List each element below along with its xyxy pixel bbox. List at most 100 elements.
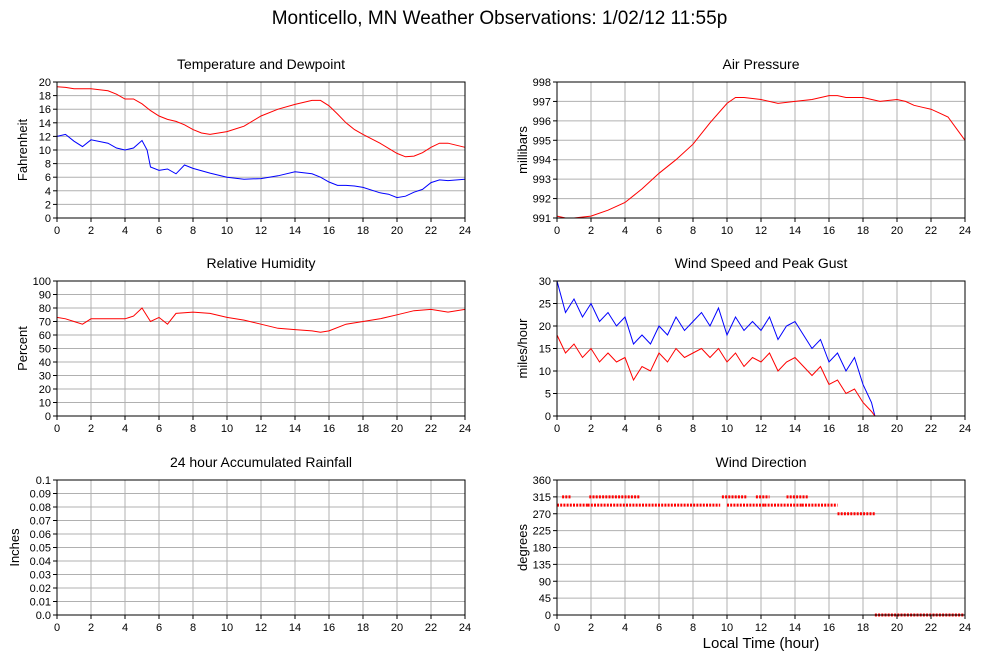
rain-x-tick-label: 10 <box>221 622 233 634</box>
temp-x-tick-label: 0 <box>54 225 60 237</box>
wind-y-tick-label: 5 <box>545 389 551 401</box>
humidity-y-tick-label: 10 <box>39 398 51 410</box>
temp-x-tick-label: 6 <box>156 225 162 237</box>
direction-x-tick-label: 2 <box>588 622 594 634</box>
wind-x-tick-label: 12 <box>755 423 767 435</box>
humidity-x-tick-label: 4 <box>122 423 128 435</box>
direction-y-tick-label: 360 <box>533 475 551 487</box>
humidity-x-tick-label: 0 <box>54 423 60 435</box>
rain-y-tick-label: 0.1 <box>36 475 51 487</box>
temp-y-tick-label: 16 <box>39 104 51 116</box>
pressure-y-tick-label: 992 <box>533 194 551 206</box>
humidity-x-tick-label: 24 <box>459 423 471 435</box>
humidity-x-tick-label: 14 <box>289 423 301 435</box>
pressure-x-tick-label: 12 <box>755 225 767 237</box>
pressure-x-tick-label: 6 <box>656 225 662 237</box>
rain-y-tick-label: 0.05 <box>30 543 51 555</box>
rain-y-axis-label: Inches <box>7 528 22 567</box>
humidity-y-tick-label: 60 <box>39 330 51 342</box>
direction-y-axis-label: degrees <box>515 524 530 571</box>
pressure-y-tick-label: 996 <box>533 116 551 128</box>
direction-y-tick-label: 45 <box>539 593 551 605</box>
pressure-y-axis-label: millibars <box>515 126 530 174</box>
direction-y-tick-label: 0 <box>545 610 551 622</box>
humidity-y-tick-label: 90 <box>39 290 51 302</box>
direction-y-tick-label: 270 <box>533 509 551 521</box>
temp-y-tick-label: 6 <box>45 172 51 184</box>
direction-x-tick-label: 22 <box>925 622 937 634</box>
wind-x-tick-label: 4 <box>622 423 628 435</box>
humidity-y-tick-label: 50 <box>39 344 51 356</box>
rain-y-tick-label: 0.0 <box>36 610 51 622</box>
wind-x-tick-label: 18 <box>857 423 869 435</box>
wind-x-tick-label: 22 <box>925 423 937 435</box>
wind-x-tick-label: 6 <box>656 423 662 435</box>
direction-title: Wind Direction <box>715 454 806 470</box>
direction-y-tick-label: 180 <box>533 543 551 555</box>
humidity-x-tick-label: 22 <box>425 423 437 435</box>
temp-series-line-1 <box>56 133 466 199</box>
temp-x-tick-label: 8 <box>190 225 196 237</box>
rain-x-tick-label: 4 <box>122 622 128 634</box>
temp-x-tick-label: 10 <box>221 225 233 237</box>
rain-y-tick-label: 0.03 <box>30 570 51 582</box>
wind-x-tick-label: 14 <box>789 423 801 435</box>
temp-x-tick-label: 22 <box>425 225 437 237</box>
wind-x-tick-label: 0 <box>554 423 560 435</box>
pressure-x-tick-label: 24 <box>959 225 971 237</box>
rain-x-tick-label: 12 <box>255 622 267 634</box>
direction-x-tick-label: 20 <box>891 622 903 634</box>
humidity-y-tick-label: 40 <box>39 357 51 369</box>
humidity-x-tick-label: 16 <box>323 423 335 435</box>
pressure-y-tick-label: 994 <box>533 155 551 167</box>
global-x-axis-label: Local Time (hour) <box>702 635 820 652</box>
wind-x-tick-label: 16 <box>823 423 835 435</box>
temp-y-tick-label: 8 <box>45 159 51 171</box>
rain-x-tick-label: 16 <box>323 622 335 634</box>
direction-y-tick-label: 315 <box>533 492 551 504</box>
temp-x-tick-label: 14 <box>289 225 301 237</box>
temp-y-tick-label: 14 <box>39 118 51 130</box>
wind-series-line-1 <box>556 334 965 417</box>
humidity-x-tick-label: 18 <box>357 423 369 435</box>
humidity-y-tick-label: 70 <box>39 317 51 329</box>
temp-x-tick-label: 16 <box>323 225 335 237</box>
humidity-title: Relative Humidity <box>207 255 316 271</box>
humidity-x-tick-label: 2 <box>88 423 94 435</box>
humidity-y-tick-label: 20 <box>39 384 51 396</box>
pressure-y-tick-label: 993 <box>533 174 551 186</box>
wind-y-tick-label: 15 <box>539 344 551 356</box>
humidity-y-axis-label: Percent <box>15 326 30 371</box>
rain-x-tick-label: 6 <box>156 622 162 634</box>
pressure-series-line-0 <box>556 95 966 219</box>
temp-y-tick-label: 4 <box>45 186 51 198</box>
temp-x-tick-label: 4 <box>122 225 128 237</box>
temp-y-tick-label: 18 <box>39 91 51 103</box>
wind-x-tick-label: 2 <box>588 423 594 435</box>
rain-x-tick-label: 22 <box>425 622 437 634</box>
pressure-title: Air Pressure <box>722 56 799 72</box>
direction-x-tick-label: 12 <box>755 622 767 634</box>
humidity-y-tick-label: 100 <box>33 276 51 288</box>
temp-x-tick-label: 12 <box>255 225 267 237</box>
direction-x-tick-label: 18 <box>857 622 869 634</box>
rain-y-tick-label: 0.09 <box>30 489 51 501</box>
direction-x-tick-label: 6 <box>656 622 662 634</box>
direction-x-tick-label: 16 <box>823 622 835 634</box>
direction-x-tick-label: 24 <box>959 622 971 634</box>
direction-y-tick-label: 90 <box>539 576 551 588</box>
temp-x-tick-label: 18 <box>357 225 369 237</box>
direction-x-tick-label: 14 <box>789 622 801 634</box>
rain-y-tick-label: 0.04 <box>30 556 51 568</box>
wind-y-tick-label: 20 <box>539 321 551 333</box>
rain-x-tick-label: 14 <box>289 622 301 634</box>
rain-x-tick-label: 24 <box>459 622 471 634</box>
pressure-x-tick-label: 10 <box>721 225 733 237</box>
rain-x-tick-label: 8 <box>190 622 196 634</box>
temp-y-tick-label: 12 <box>39 131 51 143</box>
pressure-x-tick-label: 20 <box>891 225 903 237</box>
pressure-x-tick-label: 18 <box>857 225 869 237</box>
